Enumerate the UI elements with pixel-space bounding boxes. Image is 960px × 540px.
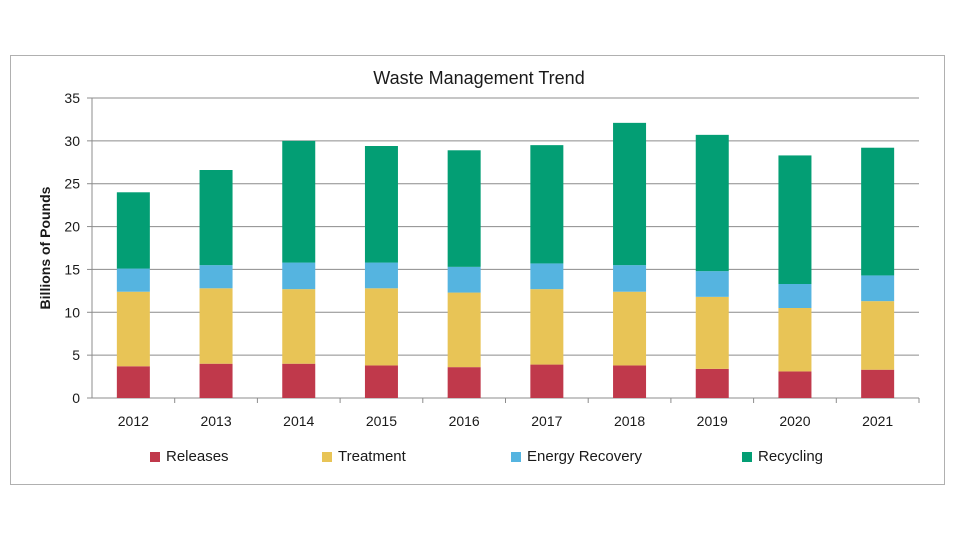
bar-treatment-2012 [116, 291, 150, 367]
y-axis-label: Billions of Pounds [37, 186, 53, 309]
x-tick-label-2016: 2016 [449, 413, 480, 429]
bar-recycling-2018 [613, 122, 647, 266]
bar-releases-2013 [199, 363, 233, 398]
legend-label-releases: Releases [166, 448, 229, 465]
bar-energy-recovery-2018 [613, 265, 647, 292]
x-tick-label-2015: 2015 [366, 413, 397, 429]
bar-treatment-2015 [364, 288, 398, 366]
legend-label-energy-recovery: Energy Recovery [527, 448, 643, 465]
bar-energy-recovery-2015 [364, 262, 398, 289]
legend-swatch-energy-recovery [511, 451, 521, 462]
chart-title: Waste Management Trend [373, 68, 584, 88]
bar-treatment-2018 [613, 291, 647, 366]
x-tick-label-2012: 2012 [118, 413, 149, 429]
bar-recycling-2012 [116, 192, 150, 269]
legend-swatch-treatment [322, 451, 332, 462]
bar-recycling-2014 [282, 140, 316, 263]
legend-swatch-recycling [742, 451, 752, 462]
bar-energy-recovery-2016 [447, 266, 481, 293]
bar-releases-2021 [861, 369, 895, 398]
bar-treatment-2014 [282, 289, 316, 364]
x-tick-label-2013: 2013 [200, 413, 231, 429]
bar-energy-recovery-2012 [116, 268, 150, 292]
y-tick-label-0: 0 [72, 390, 80, 406]
legend-item-releases: Releases [150, 448, 229, 465]
bar-recycling-2017 [530, 145, 564, 264]
legend-swatch-releases [150, 451, 160, 462]
bar-recycling-2015 [364, 146, 398, 263]
bar-treatment-2019 [695, 296, 729, 369]
x-tick-label-2021: 2021 [862, 413, 893, 429]
y-tick-label-35: 35 [64, 90, 80, 106]
y-tick-label-10: 10 [64, 304, 80, 320]
x-tick-label-2014: 2014 [283, 413, 314, 429]
x-tick-label-2020: 2020 [779, 413, 810, 429]
bar-releases-2020 [778, 371, 812, 398]
bar-energy-recovery-2020 [778, 284, 812, 308]
bar-treatment-2017 [530, 289, 564, 365]
bar-releases-2016 [447, 367, 481, 398]
bar-recycling-2019 [695, 134, 729, 272]
bar-recycling-2021 [861, 147, 895, 276]
bar-energy-recovery-2021 [861, 275, 895, 302]
bar-treatment-2021 [861, 301, 895, 370]
bar-releases-2017 [530, 364, 564, 398]
bar-releases-2018 [613, 365, 647, 398]
bar-releases-2012 [116, 366, 150, 398]
bar-releases-2014 [282, 363, 316, 398]
labels: 0 5 10 15 20 25 30 35 2012 2013 2014 2015 2016 2017 20… [64, 90, 893, 429]
y-tick-label-15: 15 [64, 261, 80, 277]
y-tick-label-25: 25 [64, 176, 80, 192]
bar-recycling-2020 [778, 155, 812, 284]
bar-releases-2019 [695, 368, 729, 398]
legend: Releases Treatment Energy Recovery Recyc… [0, 448, 960, 470]
y-tick-label-30: 30 [64, 133, 80, 149]
bar-energy-recovery-2014 [282, 262, 316, 290]
bars [116, 122, 895, 398]
bar-energy-recovery-2019 [695, 271, 729, 297]
x-tick-label-2018: 2018 [614, 413, 645, 429]
x-tick-label-2017: 2017 [531, 413, 562, 429]
bar-energy-recovery-2013 [199, 265, 233, 289]
bar-treatment-2013 [199, 288, 233, 364]
bar-energy-recovery-2017 [530, 263, 564, 290]
bar-recycling-2013 [199, 170, 233, 266]
bar-recycling-2016 [447, 150, 481, 267]
y-tick-label-5: 5 [72, 347, 80, 363]
legend-item-treatment: Treatment [322, 448, 406, 465]
bar-treatment-2016 [447, 292, 481, 368]
x-tick-label-2019: 2019 [697, 413, 728, 429]
bar-treatment-2020 [778, 308, 812, 372]
legend-item-energy-recovery: Energy Recovery [511, 448, 642, 465]
y-tick-label-20: 20 [64, 219, 80, 235]
legend-item-recycling: Recycling [742, 448, 823, 465]
legend-label-treatment: Treatment [338, 448, 406, 465]
bar-releases-2015 [364, 365, 398, 398]
legend-label-recycling: Recycling [758, 448, 824, 465]
